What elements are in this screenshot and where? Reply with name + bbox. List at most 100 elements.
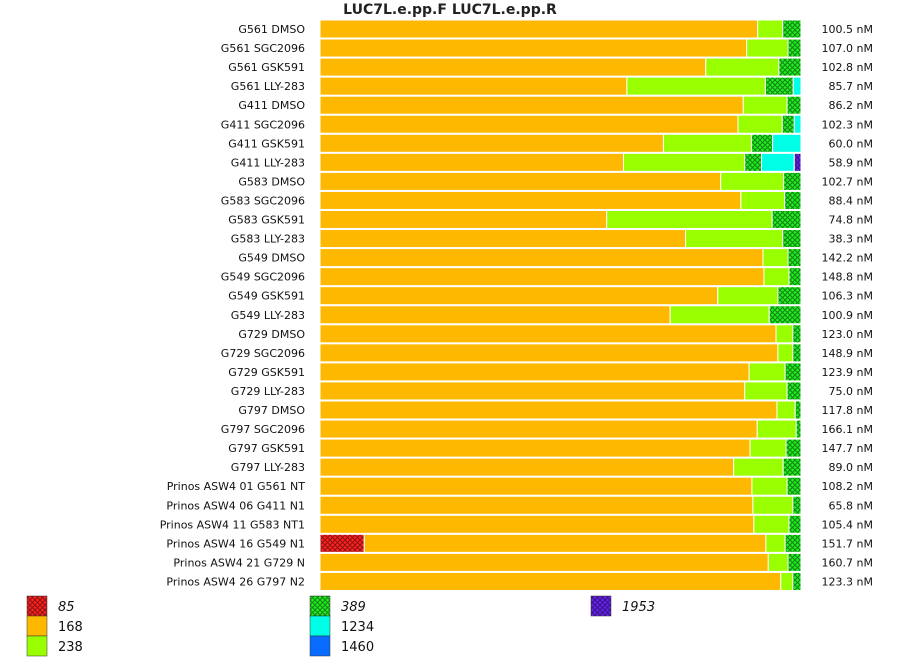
concentration-label: 105.4 nM xyxy=(822,518,873,531)
legend-item-389: 389 xyxy=(309,595,366,617)
bar-row xyxy=(319,210,802,229)
bar-segment-1234 xyxy=(792,76,802,96)
concentration-label: 75.0 nM xyxy=(829,385,873,398)
row-label: G729 GSK591 xyxy=(228,366,305,379)
legend-swatch xyxy=(26,615,48,637)
bar-segment-168 xyxy=(319,171,722,191)
row-label: G561 GSK591 xyxy=(228,61,305,74)
bar-row xyxy=(319,190,802,210)
row-label: G797 DMSO xyxy=(238,404,305,417)
bar-segment-168 xyxy=(319,457,735,477)
bar-segment-1234 xyxy=(761,152,795,172)
bar-row xyxy=(319,248,802,268)
bar-segment-238 xyxy=(742,95,788,115)
bar-segment-168 xyxy=(319,400,778,420)
bar-segment-168 xyxy=(319,267,765,287)
bar-segment-238 xyxy=(753,514,790,534)
row-label: G549 GSK591 xyxy=(228,290,305,303)
bar-segment-238 xyxy=(662,133,752,153)
row-label: G411 SGC2096 xyxy=(221,118,305,131)
bar-segment-389 xyxy=(784,362,802,382)
row-label: G797 LLY-283 xyxy=(231,461,305,474)
bar-segment-238 xyxy=(752,495,794,515)
bar-segment-168 xyxy=(319,476,753,496)
bar-segment-238 xyxy=(749,438,787,458)
concentration-label: 65.8 nM xyxy=(829,499,873,512)
bar-segment-238 xyxy=(717,286,779,306)
row-label: G797 SGC2096 xyxy=(221,423,305,436)
bar-segment-168 xyxy=(319,57,707,77)
concentration-label: 147.7 nM xyxy=(822,442,873,455)
bar-row xyxy=(319,438,802,458)
bar-row xyxy=(319,400,802,420)
legend-swatch xyxy=(309,595,331,617)
bar-segment-238 xyxy=(746,38,789,58)
bar-row xyxy=(319,114,802,134)
concentration-label: 60.0 nM xyxy=(829,137,873,150)
bar-segment-238 xyxy=(767,552,789,572)
bar-segment-238 xyxy=(733,457,784,477)
legend-item-85: 85 xyxy=(26,595,75,617)
concentration-label: 74.8 nM xyxy=(829,214,873,227)
bar-row xyxy=(319,419,802,439)
bar-segment-168 xyxy=(319,362,750,382)
bars-layer xyxy=(319,19,802,591)
legend-item-1460: 1460 xyxy=(309,635,374,657)
bar-segment-389 xyxy=(781,114,795,134)
legend-item-1234: 1234 xyxy=(309,615,374,637)
legend-label: 1460 xyxy=(341,640,374,655)
bar-row xyxy=(319,133,802,153)
bar-segment-389 xyxy=(768,305,802,325)
bar-row xyxy=(319,514,802,534)
bar-row xyxy=(319,38,802,58)
bar-segment-168 xyxy=(319,495,754,515)
bar-segment-1234 xyxy=(772,133,802,153)
legend-swatch xyxy=(590,595,612,617)
concentration-label: 117.8 nM xyxy=(822,404,873,417)
bar-segment-238 xyxy=(777,343,794,363)
legend-swatch xyxy=(309,615,331,637)
bar-segment-238 xyxy=(737,114,783,134)
concentration-label: 89.0 nM xyxy=(829,461,873,474)
row-label: G583 DMSO xyxy=(238,175,305,188)
bar-row xyxy=(319,533,802,553)
row-label: G549 SGC2096 xyxy=(221,271,305,284)
row-label: G729 SGC2096 xyxy=(221,347,305,360)
legend-swatch xyxy=(26,635,48,657)
legend-item-238: 238 xyxy=(26,635,83,657)
bar-segment-168 xyxy=(319,210,608,229)
row-labels-layer: G561 DMSO 100.5 nM G561 SGC2096 107.0 nM G56… xyxy=(160,23,873,588)
bar-segment-389 xyxy=(792,324,802,344)
legend-label: 168 xyxy=(58,620,83,635)
bar-segment-238 xyxy=(685,229,784,249)
bar-segment-238 xyxy=(744,381,788,401)
bar-segment-389 xyxy=(782,19,802,39)
bar-segment-389 xyxy=(777,286,802,306)
bar-row xyxy=(319,76,802,96)
bar-segment-238 xyxy=(775,324,794,344)
bar-segment-85 xyxy=(319,533,365,553)
bar-segment-1234 xyxy=(793,114,802,134)
bar-segment-168 xyxy=(319,38,748,58)
row-label: G729 DMSO xyxy=(238,328,305,341)
legend-item-1953: 1953 xyxy=(590,595,655,617)
concentration-label: 100.5 nM xyxy=(822,23,873,36)
bar-segment-389 xyxy=(795,419,802,439)
bar-segment-238 xyxy=(606,210,773,229)
bar-segment-389 xyxy=(782,229,802,249)
bar-segment-389 xyxy=(788,267,802,287)
legend: 85 168 238 389 1234 1460 1953 xyxy=(26,595,655,657)
legend-label: 85 xyxy=(58,600,75,615)
concentration-label: 142.2 nM xyxy=(822,252,873,265)
concentration-label: 160.7 nM xyxy=(822,556,873,569)
row-label: G411 GSK591 xyxy=(228,137,305,150)
bar-row xyxy=(319,362,802,382)
bar-segment-389 xyxy=(771,210,802,229)
concentration-label: 123.0 nM xyxy=(822,328,873,341)
concentration-label: 58.9 nM xyxy=(829,156,873,169)
bar-row xyxy=(319,571,802,591)
bar-segment-238 xyxy=(720,171,785,191)
bar-row xyxy=(319,286,802,306)
row-label: Prinos ASW4 06 G411 N1 xyxy=(166,499,305,512)
